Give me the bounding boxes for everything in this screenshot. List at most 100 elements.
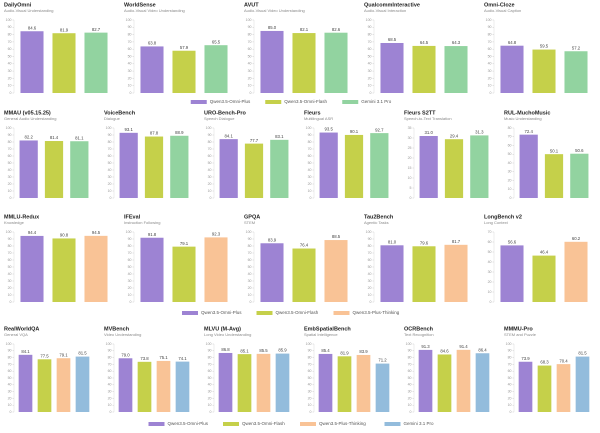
bar: [380, 42, 404, 93]
value-label: 31.0: [424, 130, 433, 135]
y-tick-label: 100: [246, 230, 252, 234]
value-label: 90.8: [60, 233, 69, 238]
panel-title: MVBench: [104, 326, 130, 332]
y-tick-label: 30: [128, 69, 132, 73]
value-label: 81.5: [78, 351, 87, 356]
value-label: 84.6: [28, 25, 37, 30]
bar: [18, 354, 33, 412]
y-tick-label: 50: [128, 54, 132, 58]
value-label: 57.9: [180, 45, 189, 50]
bar: [140, 237, 164, 302]
panel-title: IFEval: [124, 214, 141, 220]
y-tick-label: 0: [410, 410, 412, 414]
panel-title: EmbSpatialBench: [304, 326, 351, 332]
y-tick-label: 50: [508, 152, 512, 156]
y-tick-label: 60: [488, 47, 492, 51]
y-tick-label: 60: [128, 258, 132, 262]
y-tick-label: 80: [108, 140, 112, 144]
y-tick-label: 80: [308, 140, 312, 144]
value-label: 94.4: [28, 230, 37, 235]
y-tick-label: 100: [366, 230, 372, 234]
y-tick-label: 50: [488, 54, 492, 58]
value-label: 59.5: [540, 44, 549, 49]
y-tick-label: 30: [368, 279, 372, 283]
legend-swatch: [342, 100, 359, 104]
y-tick-label: 80: [128, 244, 132, 248]
bar: [20, 31, 44, 93]
y-tick-label: 50: [108, 161, 112, 165]
y-tick-label: 10: [508, 403, 512, 407]
y-tick-label: 100: [406, 342, 412, 346]
y-tick-label: 0: [310, 410, 312, 414]
bar: [356, 354, 371, 412]
y-tick-label: 100: [106, 126, 112, 130]
value-label: 91.4: [459, 344, 468, 349]
y-tick-label: 30: [508, 170, 512, 174]
panel-subtitle: Knowledge: [4, 220, 25, 225]
bar: [204, 45, 228, 93]
y-tick-label: 40: [8, 62, 12, 66]
value-label: 81.9: [340, 350, 349, 355]
y-tick-label: 80: [208, 356, 212, 360]
legend-swatch: [223, 422, 239, 426]
y-tick-label: 100: [6, 126, 12, 130]
bar: [52, 33, 76, 93]
y-tick-label: 0: [410, 196, 412, 200]
y-tick-label: 50: [8, 54, 12, 58]
y-tick-label: 60: [8, 154, 12, 158]
y-tick-label: 30: [368, 69, 372, 73]
panel-subtitle: Text Recognition: [404, 332, 434, 337]
y-tick-label: 20: [128, 286, 132, 290]
y-tick-label: 20: [408, 396, 412, 400]
y-tick-label: 10: [128, 293, 132, 297]
legend-swatch: [148, 422, 165, 426]
panel-title: MLVU (M-Avg): [204, 326, 241, 332]
bar: [175, 361, 190, 412]
bar: [419, 136, 438, 198]
y-tick-label: 20: [488, 76, 492, 80]
panel-title: Omni-Cloze: [484, 2, 515, 8]
bar: [444, 46, 468, 93]
value-label: 81.4: [50, 135, 59, 140]
y-tick-label: 90: [8, 237, 12, 241]
y-tick-label: 20: [128, 76, 132, 80]
value-label: 75.1: [159, 355, 168, 360]
value-label: 64.8: [508, 40, 517, 45]
value-label: 84.6: [440, 349, 449, 354]
y-tick-label: 100: [6, 342, 12, 346]
y-tick-label: 15: [408, 166, 412, 170]
y-tick-label: 80: [8, 356, 12, 360]
panel-title: URO-Bench-Pro: [204, 110, 247, 116]
panel-subtitle: General VQA: [4, 332, 28, 337]
bar: [380, 245, 404, 302]
y-tick-label: 70: [108, 362, 112, 366]
bar: [244, 143, 264, 198]
value-label: 68.3: [540, 360, 549, 365]
value-label: 50.1: [550, 148, 559, 153]
bar: [237, 354, 252, 412]
panel-title: Fleurs S2TT: [404, 110, 436, 116]
bar: [256, 353, 271, 412]
y-tick-label: 60: [368, 47, 372, 51]
y-tick-label: 30: [108, 390, 112, 394]
y-tick-label: 50: [248, 265, 252, 269]
y-tick-label: 50: [248, 54, 252, 58]
y-tick-label: 20: [8, 396, 12, 400]
y-tick-label: 90: [8, 349, 12, 353]
y-tick-label: 80: [508, 356, 512, 360]
value-label: 81.0: [388, 239, 397, 244]
y-tick-label: 50: [368, 54, 372, 58]
y-tick-label: 90: [308, 133, 312, 137]
y-tick-label: 60: [8, 258, 12, 262]
value-label: 56.6: [508, 240, 517, 245]
y-tick-label: 90: [368, 237, 372, 241]
y-tick-label: 70: [408, 362, 412, 366]
bar: [456, 349, 471, 412]
y-tick-label: 0: [110, 410, 112, 414]
legend-label: Qwen3.5-Omni-Plus: [168, 421, 209, 426]
y-tick-label: 10: [308, 403, 312, 407]
y-tick-label: 10: [488, 290, 492, 294]
panel-subtitle: Long Video Understanding: [204, 332, 251, 337]
y-tick-label: 30: [8, 175, 12, 179]
bar: [84, 32, 108, 93]
